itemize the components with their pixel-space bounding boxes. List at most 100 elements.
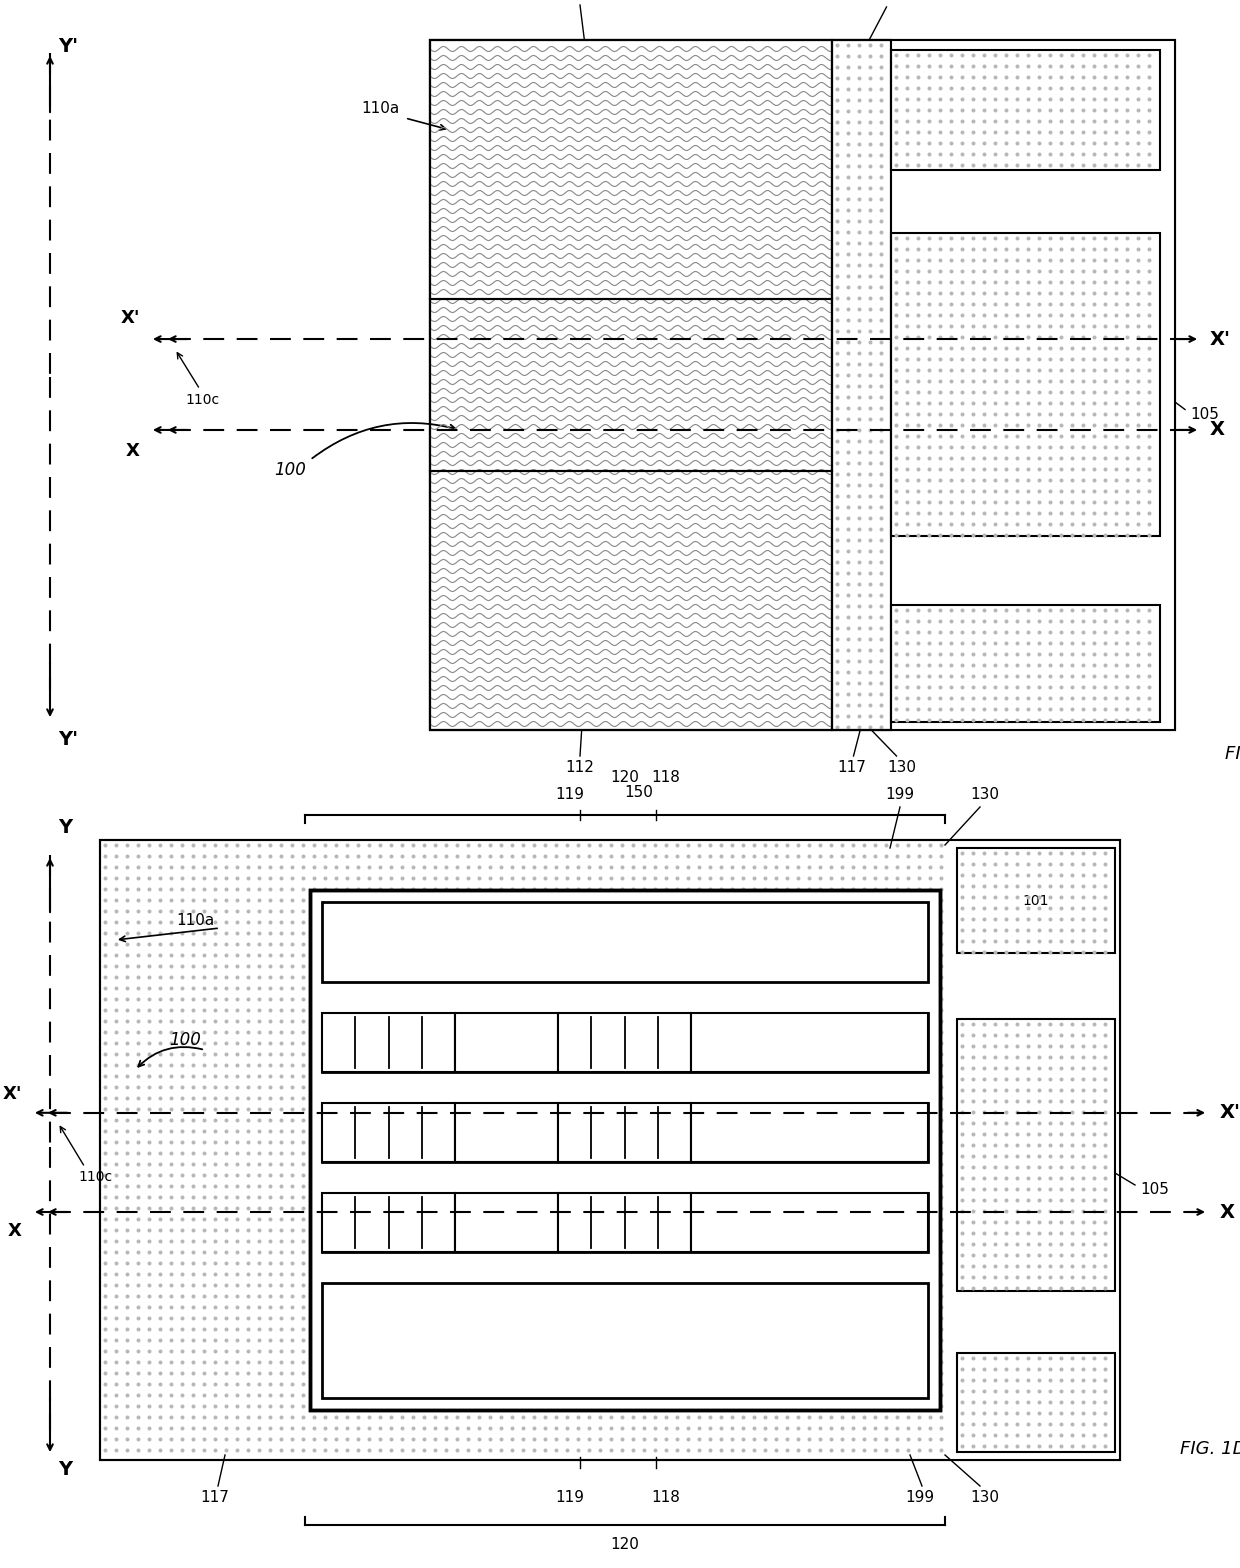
Circle shape [226, 866, 228, 869]
Circle shape [149, 1120, 151, 1121]
Circle shape [655, 252, 657, 256]
Circle shape [786, 1032, 789, 1033]
Circle shape [577, 988, 580, 989]
Circle shape [951, 1142, 954, 1143]
Circle shape [764, 1032, 766, 1033]
Circle shape [357, 1142, 360, 1143]
Circle shape [556, 1043, 558, 1044]
Circle shape [951, 1174, 954, 1178]
Circle shape [149, 1218, 151, 1221]
Circle shape [490, 999, 492, 1000]
Circle shape [567, 1350, 569, 1353]
Circle shape [644, 1043, 646, 1044]
Circle shape [258, 1043, 260, 1044]
Circle shape [610, 241, 613, 245]
Circle shape [490, 1120, 492, 1121]
Circle shape [951, 693, 954, 696]
Circle shape [500, 1317, 502, 1320]
Circle shape [820, 241, 822, 245]
Circle shape [445, 649, 448, 652]
Circle shape [1172, 627, 1174, 630]
Circle shape [918, 1372, 921, 1375]
Circle shape [895, 379, 898, 383]
Circle shape [1138, 638, 1141, 641]
Circle shape [753, 452, 756, 453]
Circle shape [985, 320, 987, 321]
Circle shape [836, 298, 838, 299]
Circle shape [885, 1207, 888, 1210]
Circle shape [456, 263, 459, 267]
Circle shape [1083, 698, 1085, 699]
Circle shape [665, 1284, 668, 1287]
Circle shape [479, 1174, 481, 1178]
Circle shape [797, 693, 800, 696]
Circle shape [951, 1295, 954, 1298]
Circle shape [522, 441, 525, 442]
Circle shape [820, 1196, 822, 1200]
Circle shape [226, 1185, 228, 1189]
Circle shape [665, 77, 668, 80]
Circle shape [632, 1054, 635, 1055]
Circle shape [544, 165, 547, 168]
Circle shape [544, 1251, 547, 1254]
Circle shape [1028, 1273, 1030, 1276]
Circle shape [104, 1032, 107, 1033]
Circle shape [985, 1065, 987, 1066]
Circle shape [820, 132, 822, 135]
Circle shape [467, 220, 470, 223]
Circle shape [655, 55, 657, 58]
Circle shape [500, 1196, 502, 1200]
Circle shape [1017, 441, 1019, 442]
Circle shape [1050, 419, 1053, 420]
Circle shape [203, 1131, 206, 1132]
Circle shape [170, 1317, 172, 1320]
Circle shape [533, 320, 536, 321]
Circle shape [1050, 408, 1053, 409]
Circle shape [456, 419, 459, 420]
Circle shape [753, 704, 756, 707]
Circle shape [500, 1131, 502, 1132]
Circle shape [324, 866, 327, 869]
Circle shape [335, 1065, 337, 1066]
Circle shape [885, 1383, 888, 1386]
Circle shape [479, 877, 481, 880]
Circle shape [181, 1076, 184, 1077]
Circle shape [1049, 1090, 1052, 1091]
Circle shape [1028, 1251, 1030, 1254]
Circle shape [1049, 1134, 1052, 1135]
Text: B: B [502, 1217, 511, 1229]
Circle shape [291, 1284, 294, 1287]
Circle shape [820, 66, 822, 69]
Circle shape [181, 1383, 184, 1386]
Circle shape [1104, 469, 1107, 470]
Circle shape [709, 397, 712, 398]
Circle shape [1116, 241, 1118, 245]
Circle shape [556, 110, 558, 113]
Circle shape [1017, 682, 1019, 685]
Circle shape [170, 1372, 172, 1375]
Text: Y': Y' [58, 38, 78, 56]
Circle shape [1137, 303, 1140, 306]
Circle shape [556, 495, 558, 497]
Circle shape [644, 715, 646, 718]
Circle shape [1006, 709, 1008, 710]
Circle shape [983, 1068, 986, 1069]
Circle shape [159, 1416, 161, 1419]
Circle shape [962, 966, 965, 967]
Circle shape [655, 165, 657, 168]
Circle shape [720, 66, 723, 69]
Circle shape [1126, 110, 1128, 111]
Circle shape [732, 660, 734, 663]
Circle shape [918, 1251, 921, 1254]
Circle shape [847, 276, 849, 278]
Circle shape [655, 1065, 657, 1066]
Circle shape [962, 704, 965, 707]
Circle shape [588, 220, 590, 223]
Circle shape [1061, 1284, 1064, 1287]
Circle shape [632, 887, 635, 891]
Circle shape [753, 154, 756, 157]
Circle shape [1039, 263, 1042, 267]
Circle shape [709, 1152, 712, 1154]
Circle shape [423, 1163, 425, 1165]
Circle shape [1084, 1142, 1086, 1143]
